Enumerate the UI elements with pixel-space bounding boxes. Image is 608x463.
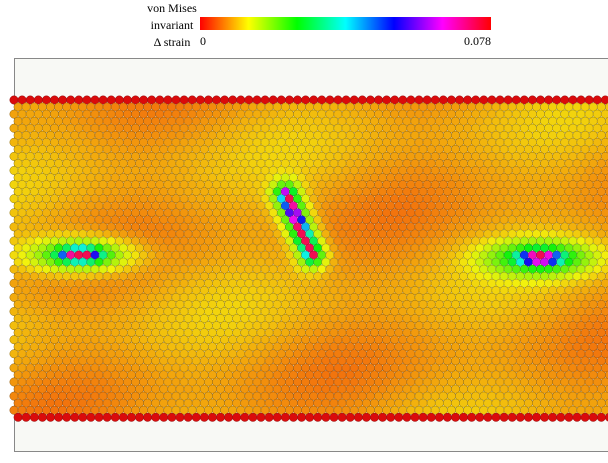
atom bbox=[378, 413, 386, 421]
atom bbox=[200, 413, 208, 421]
atom bbox=[362, 413, 370, 421]
atom bbox=[273, 413, 281, 421]
atom bbox=[152, 413, 160, 421]
atom bbox=[265, 413, 273, 421]
atom bbox=[46, 413, 54, 421]
atom bbox=[289, 413, 297, 421]
atom bbox=[135, 413, 143, 421]
atom bbox=[451, 413, 459, 421]
atom bbox=[411, 413, 419, 421]
atom bbox=[468, 413, 476, 421]
atom bbox=[281, 413, 289, 421]
atom bbox=[589, 413, 597, 421]
colorbar-title: invariant bbox=[151, 18, 194, 32]
atom bbox=[484, 413, 492, 421]
atom bbox=[435, 413, 443, 421]
atom bbox=[216, 413, 224, 421]
atom bbox=[71, 413, 79, 421]
colorbar bbox=[200, 17, 491, 30]
atom bbox=[403, 413, 411, 421]
atom bbox=[395, 413, 403, 421]
atom bbox=[249, 413, 257, 421]
atom bbox=[492, 413, 500, 421]
atom bbox=[557, 413, 565, 421]
atom bbox=[192, 413, 200, 421]
atom bbox=[524, 413, 532, 421]
atoms bbox=[10, 96, 608, 422]
atom bbox=[354, 413, 362, 421]
colorbar-min: 0 bbox=[200, 34, 206, 48]
atom bbox=[500, 413, 508, 421]
atom bbox=[419, 413, 427, 421]
atom bbox=[111, 413, 119, 421]
atom bbox=[532, 413, 540, 421]
atom bbox=[306, 413, 314, 421]
atom bbox=[314, 413, 322, 421]
atom bbox=[241, 413, 249, 421]
atom bbox=[581, 413, 589, 421]
atom bbox=[573, 413, 581, 421]
atom bbox=[208, 413, 216, 421]
atom bbox=[184, 413, 192, 421]
atom bbox=[476, 413, 484, 421]
atom bbox=[443, 413, 451, 421]
colorbar-title: von Mises bbox=[147, 1, 197, 15]
atom bbox=[459, 413, 467, 421]
atom bbox=[62, 413, 70, 421]
atom bbox=[87, 413, 95, 421]
colorbar-max: 0.078 bbox=[464, 34, 491, 48]
atom bbox=[176, 413, 184, 421]
atom bbox=[322, 413, 330, 421]
atom bbox=[257, 413, 265, 421]
atom bbox=[95, 413, 103, 421]
atom bbox=[346, 413, 354, 421]
atom bbox=[79, 413, 87, 421]
figure: von Mises invariant Δ strain 0 0.078 bbox=[0, 0, 608, 458]
atom bbox=[540, 413, 548, 421]
atom bbox=[119, 413, 127, 421]
atom bbox=[427, 413, 435, 421]
atom bbox=[14, 413, 22, 421]
atom bbox=[143, 413, 151, 421]
atom bbox=[22, 413, 30, 421]
atom bbox=[387, 413, 395, 421]
atom bbox=[297, 413, 305, 421]
atom bbox=[127, 413, 135, 421]
atom bbox=[549, 413, 557, 421]
atom bbox=[168, 413, 176, 421]
atom bbox=[370, 413, 378, 421]
atom bbox=[30, 413, 38, 421]
atom bbox=[516, 413, 524, 421]
atom bbox=[224, 413, 232, 421]
atom bbox=[54, 413, 62, 421]
colorbar-title: Δ strain bbox=[154, 35, 191, 49]
atom bbox=[160, 413, 168, 421]
atom bbox=[338, 413, 346, 421]
atom bbox=[38, 413, 46, 421]
atom bbox=[330, 413, 338, 421]
atom bbox=[233, 413, 241, 421]
atom bbox=[597, 413, 605, 421]
atom bbox=[508, 413, 516, 421]
atom bbox=[103, 413, 111, 421]
atom bbox=[565, 413, 573, 421]
